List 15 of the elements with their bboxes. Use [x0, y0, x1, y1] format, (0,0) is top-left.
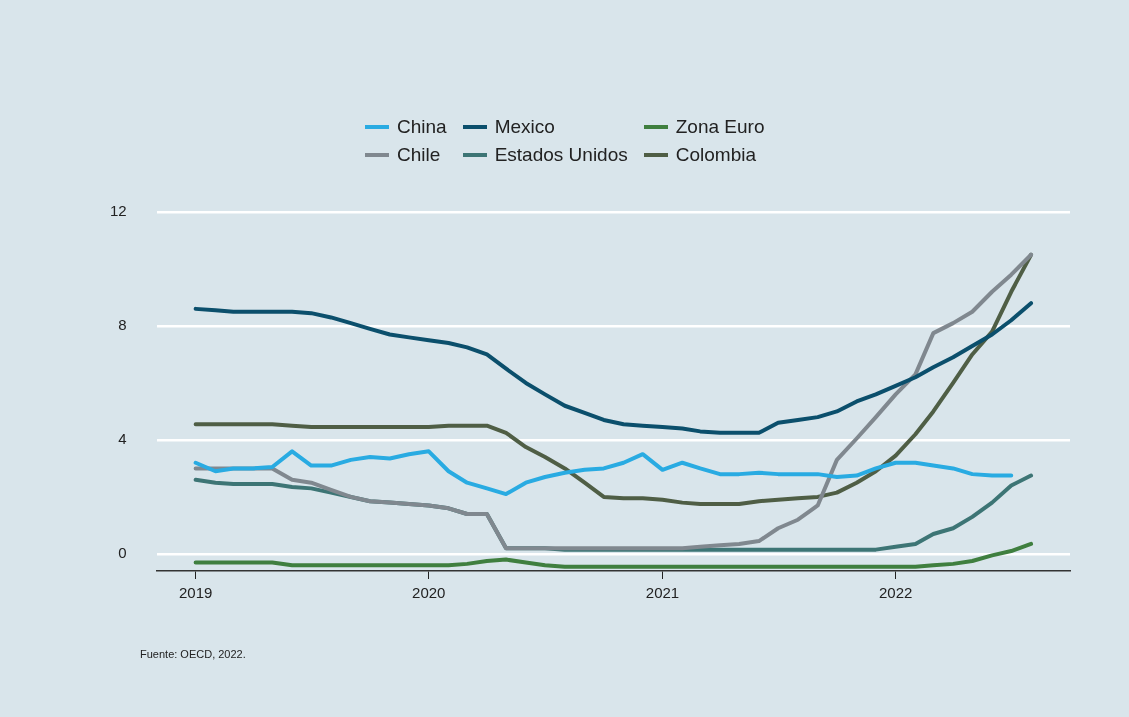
x-tick-label: 2022 — [878, 584, 913, 602]
x-tick-label: 2020 — [412, 584, 446, 602]
source-note: Fuente: OECD, 2022. — [140, 648, 246, 660]
x-tick-label: 2019 — [178, 584, 213, 602]
legend-label: Chile — [397, 144, 441, 166]
legend-label: China — [397, 116, 447, 138]
y-tick-label: 4 — [118, 430, 127, 448]
y-tick-label: 8 — [118, 316, 127, 334]
x-tick-label: 2021 — [645, 584, 680, 602]
legend-label: Colombia — [675, 144, 756, 166]
legend-label: Mexico — [494, 116, 555, 138]
y-tick-label: 0 — [118, 544, 127, 562]
y-tick-label: 12 — [110, 202, 127, 220]
legend-label: Zona Euro — [675, 116, 765, 138]
legend-label: Estados Unidos — [494, 144, 628, 166]
